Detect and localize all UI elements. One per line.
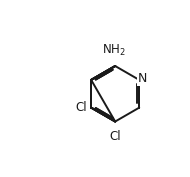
Text: N: N <box>138 72 147 85</box>
Text: Cl: Cl <box>75 101 87 114</box>
Text: NH$_2$: NH$_2$ <box>102 43 126 58</box>
Text: Cl: Cl <box>109 130 121 143</box>
